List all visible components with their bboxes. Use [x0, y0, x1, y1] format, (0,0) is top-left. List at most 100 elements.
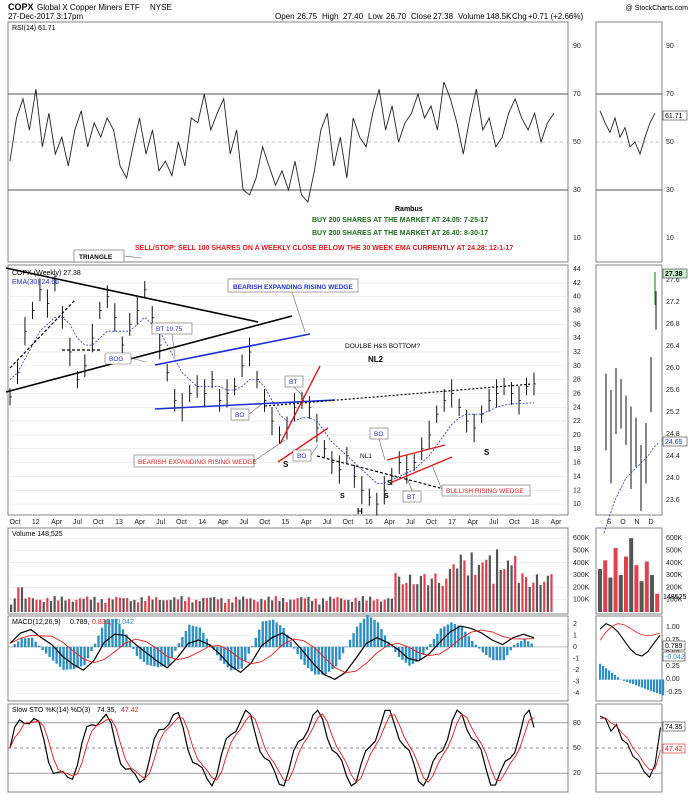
volume-bar: [184, 600, 187, 612]
macd-hist-bar: [174, 646, 177, 651]
volume-bar: [28, 597, 31, 612]
volume-bar: [245, 598, 248, 612]
price-tick-label: 32: [573, 349, 581, 356]
macd-hist-bar: [436, 633, 439, 648]
rsi-tick-label: 70: [573, 91, 581, 98]
macd-hist-bar: [237, 646, 240, 670]
triangle-inner: [9, 299, 76, 369]
macd-hist-bar: [233, 646, 236, 670]
macd-hist-bar: [223, 646, 226, 664]
macd-tick-label: 0: [573, 644, 577, 651]
volume-bar: [361, 596, 364, 612]
macd-hist-bar: [41, 646, 44, 651]
rsi-axis: 90 90 70 70 50 50 30 30 10 10: [573, 43, 674, 242]
volume-bar: [307, 596, 310, 612]
macd-hist-bar: [240, 646, 243, 669]
volume-bar: [68, 598, 71, 612]
volume-bar: [535, 574, 539, 612]
macd-hist-bar: [404, 646, 408, 663]
macd-hist-bar: [163, 646, 167, 666]
volume-bar: [71, 601, 74, 612]
macd-hist-bar: [268, 620, 271, 648]
price-last-tag: 27.38: [662, 268, 688, 279]
volume-bar: [216, 599, 219, 612]
macd-inset-tick-label: 0.75: [666, 637, 680, 644]
macd-hist-bar: [523, 639, 526, 648]
macd-histogram: [10, 614, 533, 675]
macd-signal-line: [9, 629, 535, 674]
bt-right-label: BT: [407, 494, 415, 501]
volume-bar: [53, 596, 56, 612]
price-tick-label: 10: [573, 501, 581, 508]
macd-tick-label: -4: [573, 690, 579, 697]
macd-hist-bar: [513, 645, 516, 648]
macd-hist-bar: [139, 646, 142, 659]
volume-tick-label: 400K: [573, 560, 590, 567]
macd-hist-bar: [418, 646, 422, 661]
volume-bar: [514, 555, 517, 612]
sto-legend: Slow STO %K(14) %D(3) 74.35, 47.42: [12, 707, 139, 714]
volume-bar: [394, 573, 397, 612]
macd-hist-bar: [132, 646, 135, 649]
volume-bar: [325, 600, 328, 612]
macd-hist-bar: [502, 646, 505, 661]
macd-hist-bar: [51, 646, 55, 661]
volume-bar: [427, 585, 430, 612]
price-panel: [7, 264, 569, 516]
inset-time-tick-label: N: [634, 519, 639, 526]
macd-hist-bar: [121, 629, 125, 648]
time-tick-label: Apr: [384, 519, 396, 526]
macd-hist-bar: [278, 625, 282, 648]
price-tick-label: 34: [573, 335, 581, 342]
sto-inset-k-line: [599, 715, 662, 779]
nl1-label: NL1: [360, 453, 372, 460]
chg-value: +0.71 (+2.66%): [528, 12, 583, 21]
volume-bar: [369, 596, 372, 612]
macd-hist-bar: [289, 641, 292, 648]
macd-hist-bar: [460, 627, 464, 648]
price-bars: [9, 274, 536, 516]
time-tick-label: Jul: [406, 519, 415, 526]
macd-hist-bar: [481, 646, 484, 653]
open-value: 26.75: [297, 12, 318, 21]
volume-bar: [242, 596, 245, 612]
macd-hist-bar: [219, 646, 222, 661]
time-tick-label: 17: [448, 519, 456, 526]
rsi-line: [9, 81, 555, 203]
macd-hist-bar: [86, 646, 90, 659]
volume-bar: [466, 575, 470, 612]
volume-bar: [17, 587, 20, 612]
pattern-lines: [5, 267, 533, 489]
macd-hist-bar: [230, 646, 233, 671]
volume-bar: [205, 598, 209, 612]
high-label: High: [322, 12, 338, 21]
volume-inset: [595, 527, 663, 615]
macd-hist-bar: [425, 646, 429, 650]
triangle-label: TRIANGLE: [79, 254, 113, 261]
macd-inset-hist-bar: [626, 679, 629, 682]
macd-hist-bar: [58, 646, 62, 667]
volume-bar: [343, 599, 346, 612]
volume-tick-label: 300K: [573, 572, 590, 579]
volume-bar: [129, 601, 132, 612]
volume-bar: [539, 584, 542, 612]
volume-inset-bar: [613, 548, 618, 612]
macd-hist-bar: [439, 628, 443, 648]
macd-inset-hist-bar: [599, 663, 602, 680]
macd-hist-bar: [156, 646, 160, 668]
macd-hist-bar: [30, 637, 34, 648]
volume-bar: [173, 597, 176, 612]
macd-hist-bar: [34, 641, 37, 648]
macd-hist-bar: [125, 634, 128, 648]
time-tick-label: Apr: [301, 519, 313, 526]
volume-bar: [459, 554, 462, 612]
price-tick-label: 18: [573, 446, 581, 453]
volume-label: Volume: [458, 12, 485, 21]
volume-bar: [24, 598, 27, 612]
macd-hist-bar: [453, 623, 457, 648]
volume-bar: [249, 598, 252, 612]
price-tick-label: 42: [573, 280, 581, 287]
macd-inset-hist-bar: [656, 679, 659, 694]
macd-hist-bar: [387, 641, 390, 648]
